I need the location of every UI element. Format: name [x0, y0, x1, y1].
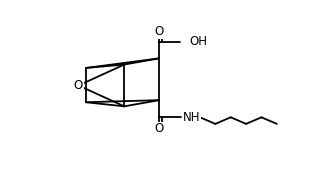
- Text: NH: NH: [183, 111, 200, 124]
- Text: O: O: [155, 25, 164, 38]
- Text: O: O: [155, 122, 164, 135]
- Text: OH: OH: [189, 35, 208, 48]
- Text: O: O: [74, 79, 83, 92]
